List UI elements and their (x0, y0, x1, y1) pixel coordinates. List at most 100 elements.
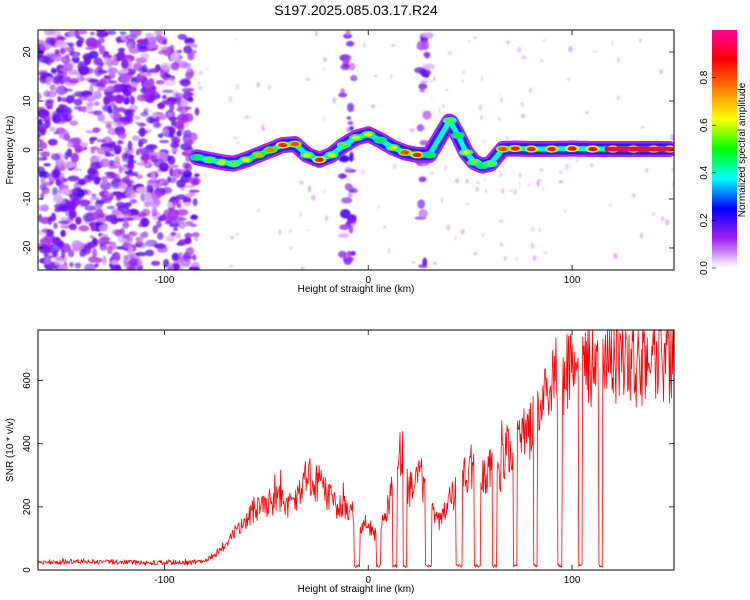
noise-blob (55, 178, 62, 186)
noise-blob (137, 122, 147, 127)
noise-blob (159, 139, 170, 144)
ridge-point (453, 133, 463, 138)
noise-blob (59, 67, 72, 72)
noise-speck (235, 83, 240, 90)
noise-blob (89, 196, 100, 201)
noise-speck (322, 67, 326, 70)
noise-speck (520, 102, 525, 107)
noise-blob (155, 79, 165, 85)
noise-blob (338, 92, 348, 98)
noise-blob (345, 30, 351, 36)
noise-blob (347, 121, 354, 126)
ridge-point (363, 132, 373, 137)
noise-blob (115, 264, 121, 270)
noise-blob (125, 34, 138, 41)
noise-speck (315, 30, 318, 37)
noise-blob (152, 182, 163, 188)
noise-speck (373, 74, 378, 77)
noise-speck (538, 228, 541, 233)
ridge-point (445, 118, 455, 123)
ridge-point (526, 146, 536, 152)
noise-speck (508, 189, 514, 192)
noise-blob (157, 133, 164, 139)
noise-blob (49, 126, 56, 132)
noise-blob (177, 33, 188, 40)
noise-speck (305, 77, 310, 82)
noise-blob (136, 186, 148, 194)
noise-blob (184, 38, 193, 43)
noise-blob (94, 101, 100, 107)
noise-blob (166, 201, 173, 208)
noise-blob (184, 193, 196, 198)
noise-speck (498, 117, 501, 121)
noise-blob (416, 124, 425, 132)
noise-blob (173, 227, 178, 231)
noise-blob (93, 90, 102, 100)
noise-blob (42, 56, 51, 64)
noise-blob (89, 31, 95, 36)
noise-speck (504, 255, 507, 261)
noise-blob (97, 113, 106, 122)
noise-speck (393, 163, 397, 170)
noise-speck (323, 116, 326, 123)
noise-blob (190, 178, 199, 186)
spectrogram-heatmap (38, 30, 674, 270)
noise-speck (558, 171, 563, 174)
noise-blob (40, 151, 51, 158)
noise-blob (135, 237, 141, 242)
noise-blob (92, 127, 101, 133)
noise-speck (445, 88, 449, 91)
noise-speck (455, 178, 460, 183)
snr-y-tick-label: 400 (22, 435, 33, 452)
noise-blob (40, 177, 46, 184)
noise-blob (142, 80, 154, 88)
spectrogram-x-tick-label: 0 (365, 275, 371, 286)
noise-blob (167, 262, 174, 270)
ridge-point (498, 146, 508, 152)
noise-blob (136, 38, 149, 44)
noise-speck (543, 251, 548, 255)
noise-blob (107, 67, 118, 74)
noise-speck (229, 264, 234, 268)
noise-blob (418, 176, 427, 183)
noise-speck (206, 68, 209, 71)
noise-speck (530, 243, 535, 249)
noise-blob (97, 86, 106, 92)
noise-blob (421, 32, 431, 38)
noise-blob (128, 258, 140, 266)
noise-speck (473, 251, 477, 256)
noise-speck (228, 95, 233, 103)
noise-blob (192, 198, 198, 207)
noise-blob (64, 151, 69, 161)
noise-blob (157, 178, 167, 182)
noise-blob (175, 93, 184, 100)
noise-blob (170, 62, 180, 71)
noise-blob (54, 203, 65, 211)
noise-speck (500, 97, 503, 103)
noise-blob (76, 39, 83, 48)
noise-blob (97, 63, 103, 72)
noise-blob (150, 260, 161, 266)
noise-speck (473, 36, 477, 40)
noise-blob (120, 72, 127, 81)
noise-blob (178, 238, 191, 245)
noise-speck (482, 139, 486, 145)
noise-blob (162, 89, 174, 93)
noise-speck (300, 266, 305, 270)
ridge-point (302, 152, 312, 158)
noise-blob (58, 264, 69, 270)
noise-blob (102, 255, 107, 266)
noise-blob (193, 266, 201, 270)
noise-blob (108, 160, 115, 167)
noise-speck (299, 212, 302, 218)
ridge-point (339, 142, 349, 148)
ridge-point (204, 157, 214, 162)
noise-blob (123, 257, 129, 268)
noise-blob (183, 202, 191, 207)
noise-blob (184, 232, 193, 239)
noise-blob (57, 107, 64, 117)
noise-speck (611, 40, 614, 46)
noise-blob (417, 161, 427, 167)
noise-blob (105, 123, 112, 129)
spectrogram-ridge (189, 113, 674, 174)
